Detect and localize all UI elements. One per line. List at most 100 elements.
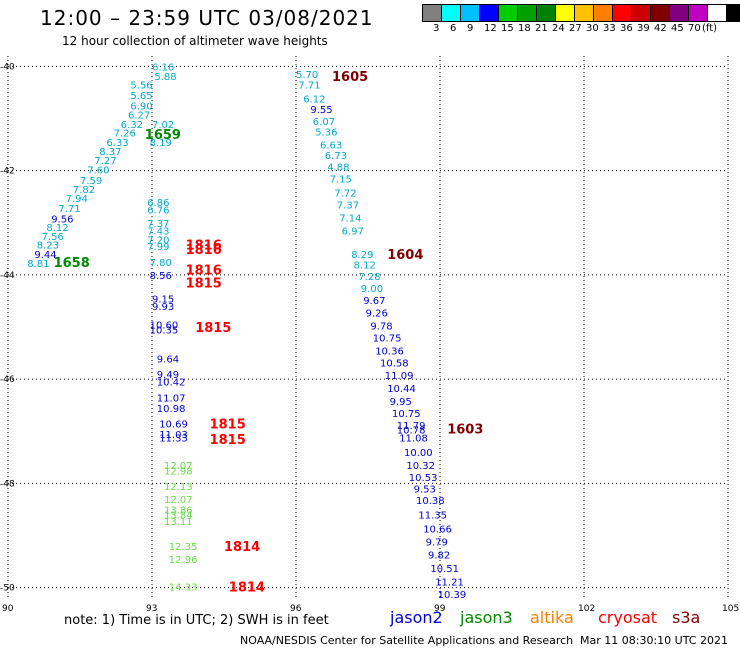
wave-height-value: 5.56 (130, 81, 152, 92)
wave-height-value: 7.94 (66, 194, 88, 205)
wave-height-value: 10.38 (416, 496, 445, 507)
scale-label: 6 (450, 23, 457, 34)
pass-time-label: 1605 (332, 70, 368, 85)
generation-timestamp: Mar 11 08:30:10 UTC 2021 (580, 634, 728, 647)
wave-height-value: 7.59 (80, 176, 102, 187)
scale-label: 36 (620, 23, 633, 34)
wave-height-value: 10.75 (373, 333, 402, 344)
wave-height-value: 8.19 (150, 138, 172, 149)
wave-height-value: 6.32 (121, 120, 143, 131)
wave-height-value: 9.56 (51, 215, 73, 226)
wave-height-value: 10.32 (406, 461, 435, 472)
pass-time-label: 1815 (210, 433, 246, 448)
scale-label: 27 (569, 23, 582, 34)
legend-item-altika: altika (530, 608, 574, 627)
y-tick-label: -48 (0, 479, 15, 489)
wave-height-value: 7.56 (42, 232, 64, 243)
wave-height-value: 7.71 (298, 81, 320, 92)
wave-height-value: 6.12 (303, 95, 325, 106)
wave-height-value: 8.81 (27, 259, 49, 270)
wave-height-value: 6.16 (152, 62, 174, 73)
wave-height-value: 9.00 (361, 284, 383, 295)
wave-height-value: 10.60 (150, 320, 179, 331)
wave-height-value: 10.42 (157, 378, 186, 389)
y-tick-label: -50 (0, 584, 15, 594)
wave-height-value: 9.82 (428, 551, 450, 562)
pass-time-label: 1816 (186, 264, 222, 279)
pass-time-label: 1603 (447, 423, 483, 438)
pass-time-label: 1815 (210, 417, 246, 432)
scale-label: 39 (637, 23, 650, 34)
legend-item-s3a: s3a (672, 608, 701, 627)
wave-height-value: 9.67 (363, 296, 385, 307)
wave-height-value: 11.07 (157, 393, 186, 404)
pass-time-label: 1659 (145, 128, 181, 143)
wave-height-value: 8.12 (46, 223, 68, 234)
wave-height-value: 10.78 (397, 426, 426, 437)
wave-height-value: 6.86 (147, 198, 169, 209)
wave-height-value: 6.73 (325, 151, 347, 162)
pass-time-label: 1815 (186, 277, 222, 292)
wave-height-value: 10.35 (150, 326, 179, 337)
wave-height-value: 6.63 (320, 141, 342, 152)
wave-height-value: 7.71 (58, 204, 80, 215)
scale-label: 42 (654, 23, 667, 34)
scale-label: 21 (535, 23, 548, 34)
wave-height-value: 9.55 (310, 105, 332, 116)
wave-height-value: 12.07 (164, 461, 193, 472)
wave-height-value: 7.26 (114, 129, 136, 140)
wave-height-value: 11.79 (397, 421, 426, 432)
scale-label: 33 (603, 23, 616, 34)
scale-label: 15 (501, 23, 514, 34)
footer-note: note: 1) Time is in UTC; 2) SWH is in fe… (64, 613, 329, 628)
pass-time-label: 1816 (186, 243, 222, 258)
scale-label: 9 (467, 23, 474, 34)
wave-height-value: 11.33 (159, 433, 188, 444)
pass-time-label: 1814 (224, 540, 260, 555)
x-tick-label: 96 (290, 604, 302, 614)
wave-height-value: 11.21 (435, 577, 464, 588)
x-tick-label: 105 (722, 604, 739, 614)
wave-height-value: 8.12 (354, 260, 376, 271)
pass-time-label: 1658 (54, 256, 90, 271)
wave-height-value: 10.51 (430, 564, 459, 575)
wave-height-value: 5.70 (296, 70, 318, 81)
wave-height-value: 7.28 (358, 272, 380, 283)
wave-height-value: 12.98 (164, 466, 193, 477)
wave-height-value: 9.93 (152, 302, 174, 313)
wave-height-value: 7.80 (150, 258, 172, 269)
scale-swatch (726, 4, 740, 22)
scale-label: 45 (671, 23, 684, 34)
wave-height-value: 6.33 (106, 138, 128, 149)
wave-height-value: 7.14 (339, 214, 361, 225)
wave-height-value: 9.79 (426, 538, 448, 549)
wave-height-value: 7.27 (94, 156, 116, 167)
wave-height-value: 5.65 (130, 91, 152, 102)
wave-height-value: 11.35 (418, 511, 447, 522)
scale-label: 12 (484, 23, 497, 34)
wave-height-value: 5.36 (315, 128, 337, 139)
wave-height-value: 9.53 (414, 485, 436, 496)
scale-label: 30 (586, 23, 599, 34)
wave-height-value: 11.09 (385, 371, 414, 382)
pass-time-label: 1814 (229, 581, 265, 596)
wave-height-value: 6.27 (128, 110, 150, 121)
wave-height-value: 10.53 (409, 473, 438, 484)
wave-height-value: 7.37 (147, 219, 169, 230)
wave-height-value: 7.20 (147, 235, 169, 246)
wave-height-value: 7.37 (337, 201, 359, 212)
wave-height-value: 7.15 (330, 174, 352, 185)
pass-time-label: 1816 (186, 239, 222, 254)
wave-height-value: 11.08 (399, 433, 428, 444)
y-tick-label: -44 (0, 271, 15, 281)
wave-height-value: 12.96 (169, 555, 198, 566)
wave-height-value: 9.64 (157, 354, 179, 365)
page-title: 12:00 – 23:59 UTC 03/08/2021 (40, 6, 374, 30)
wave-height-value: 6.07 (313, 117, 335, 128)
wave-height-value: 9.78 (370, 321, 392, 332)
wave-height-value: 12.13 (164, 482, 193, 493)
color-scale-unit: (ft) (702, 23, 718, 34)
page-subtitle: 12 hour collection of altimeter wave hei… (62, 34, 328, 48)
wave-height-value: 8.37 (99, 147, 121, 158)
